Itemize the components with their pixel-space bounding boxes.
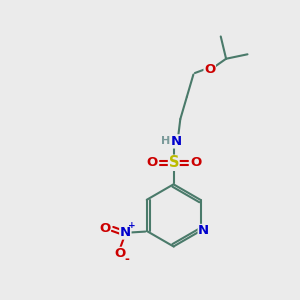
Text: H: H: [161, 136, 170, 146]
Text: O: O: [204, 63, 215, 76]
Text: N: N: [198, 224, 209, 238]
Text: -: -: [124, 253, 129, 266]
Text: O: O: [146, 156, 158, 169]
Text: N: N: [171, 135, 182, 148]
Text: S: S: [169, 155, 179, 170]
Text: O: O: [114, 248, 126, 260]
Text: N: N: [120, 226, 131, 239]
Text: O: O: [99, 222, 110, 236]
Text: O: O: [190, 156, 201, 169]
Text: +: +: [128, 221, 136, 230]
